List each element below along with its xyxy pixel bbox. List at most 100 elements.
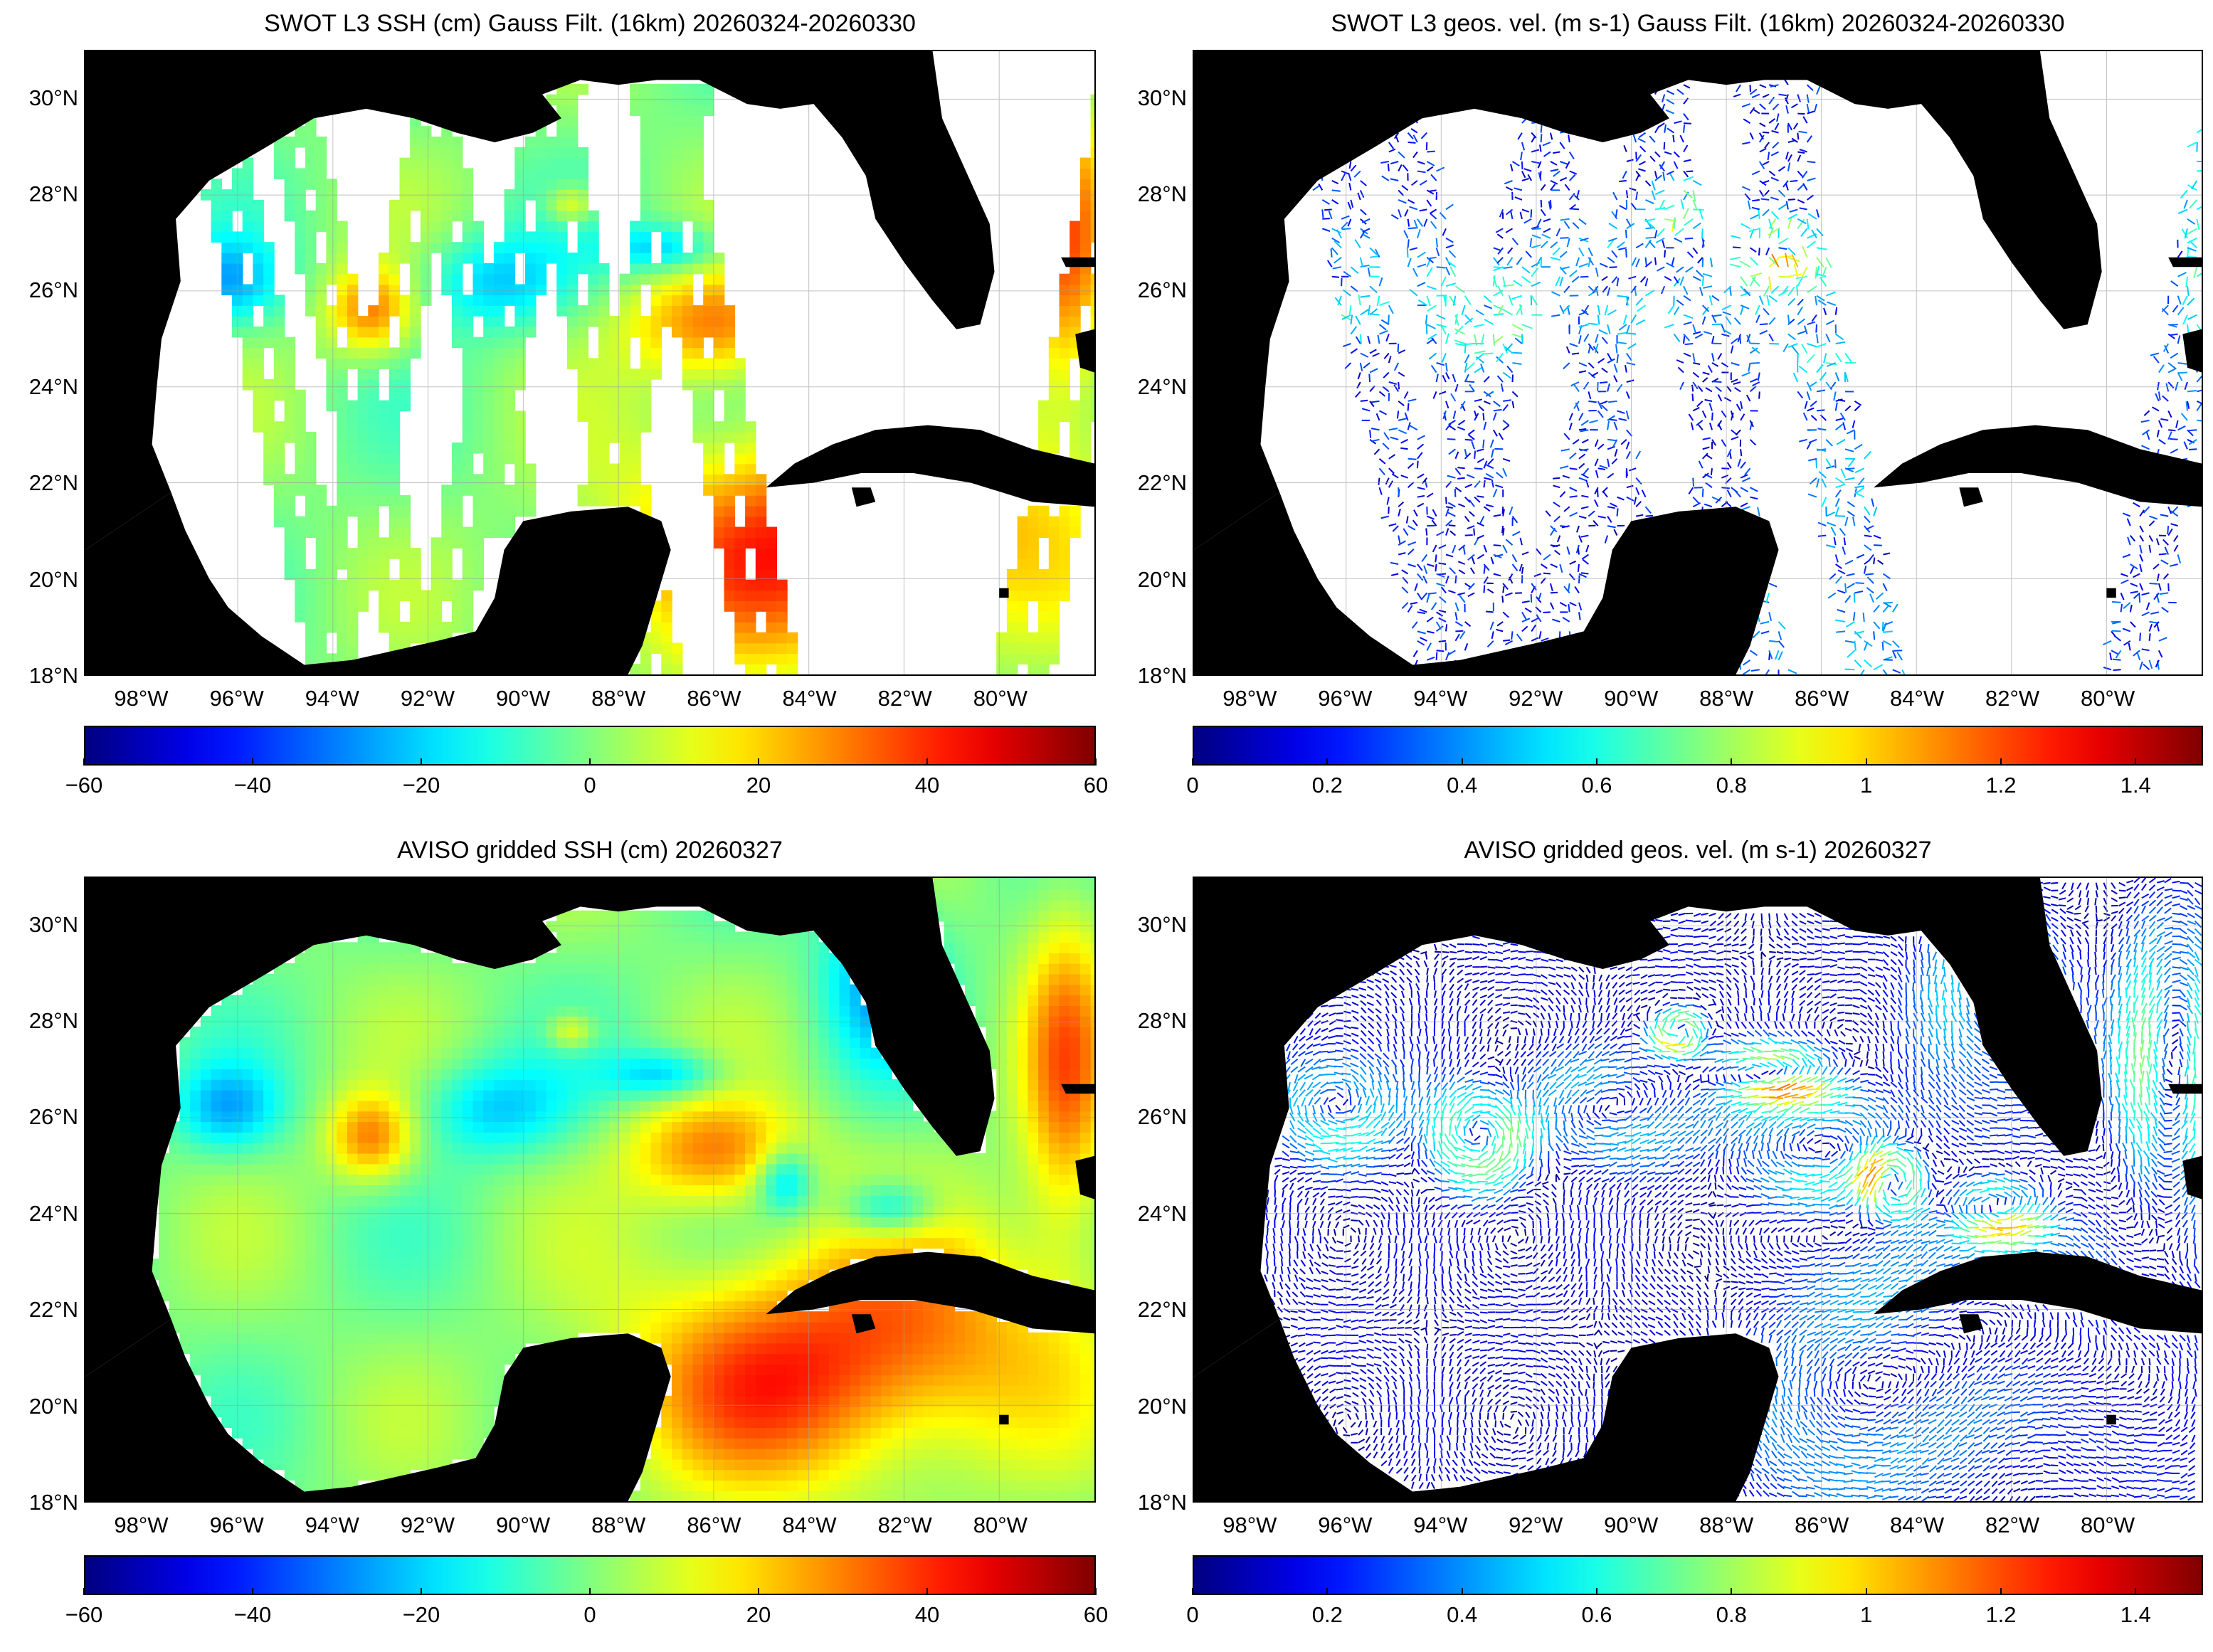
- colorbar-tick-label: 0: [1186, 773, 1199, 798]
- lon-tick-label: 90°W: [496, 1513, 551, 1537]
- map-vel-swath: [1193, 50, 2203, 676]
- lon-tick-label: 82°W: [877, 686, 932, 711]
- lon-tick-label: 86°W: [1795, 686, 1849, 711]
- lon-tick-label: 82°W: [1985, 1513, 2040, 1537]
- colorbar-tick-label: 1.2: [1985, 773, 2017, 798]
- lat-tick-label: 28°N: [28, 181, 78, 207]
- data-field: [1312, 78, 2202, 674]
- lat-tick-label: 24°N: [1137, 374, 1187, 399]
- lat-tick-label: 22°N: [28, 1297, 78, 1323]
- lon-tick-label: 96°W: [209, 686, 264, 711]
- land-mask: [1194, 878, 2202, 1501]
- colorbar-tick-label: 20: [746, 1602, 771, 1627]
- colorbar-tick: [2000, 1588, 2002, 1595]
- land-mask: [85, 878, 1094, 1501]
- colorbar-tick: [758, 1588, 759, 1595]
- colorbar-tick: [2135, 758, 2137, 766]
- lon-tick-label: 90°W: [1604, 1513, 1659, 1537]
- panel-title: SWOT L3 SSH (cm) Gauss Filt. (16km) 2026…: [264, 10, 916, 37]
- land-mask: [1194, 51, 2202, 674]
- lon-tick-label: 80°W: [2080, 1513, 2135, 1537]
- colorbar-tick: [1731, 1588, 1733, 1595]
- colorbar-tick: [421, 1588, 422, 1595]
- colorbar-tick: [1865, 758, 1867, 766]
- lon-tick-label: 80°W: [2080, 686, 2135, 711]
- lon-tick-label: 92°W: [400, 1513, 455, 1537]
- colorbar-tick: [1192, 1588, 1193, 1595]
- colorbar-tick: [83, 758, 85, 766]
- lon-tick-label: 88°W: [591, 1513, 646, 1537]
- colorbar-tick-label: 0.4: [1447, 773, 1478, 798]
- colorbar-tick: [1461, 758, 1463, 766]
- panel-title: AVISO gridded geos. vel. (m s-1) 2026032…: [1464, 837, 1932, 864]
- colorbar: [1193, 726, 2203, 766]
- colorbar-tick-label: 0.6: [1581, 773, 1612, 798]
- lat-tick-label: 20°N: [28, 1393, 78, 1419]
- data-field: [85, 878, 1094, 1501]
- colorbar-tick-label: −20: [402, 1602, 440, 1627]
- map-ssh-grid: [84, 877, 1096, 1503]
- lat-tick-label: 26°N: [28, 277, 78, 303]
- panel-title: SWOT L3 geos. vel. (m s-1) Gauss Filt. (…: [1331, 10, 2065, 37]
- colorbar-tick-label: 0: [583, 1602, 596, 1627]
- colorbar-tick-label: 1.2: [1985, 1602, 2017, 1627]
- lon-tick-label: 94°W: [1413, 686, 1468, 711]
- colorbar-tick-label: 0.2: [1311, 773, 1343, 798]
- lon-tick-label: 84°W: [1890, 686, 1945, 711]
- colorbar-tick-label: 0.4: [1447, 1602, 1478, 1627]
- colorbar-tick-label: 1.4: [2120, 773, 2151, 798]
- lat-tick-label: 28°N: [1137, 1008, 1187, 1034]
- colorbar-tick-label: 0.6: [1581, 1602, 1612, 1627]
- colorbar-tick: [2000, 758, 2002, 766]
- colorbar-tick: [1095, 1588, 1097, 1595]
- lon-tick-label: 86°W: [687, 1513, 741, 1537]
- colorbar-tick-label: −40: [233, 1602, 272, 1627]
- panel-title: AVISO gridded SSH (cm) 20260327: [397, 837, 783, 864]
- colorbar-tick: [1865, 1588, 1867, 1595]
- map-ssh-swath: [84, 50, 1096, 676]
- colorbar-tick-label: −40: [233, 773, 272, 798]
- colorbar-tick-label: 1: [1860, 1602, 1873, 1627]
- colorbar-tick: [1596, 758, 1597, 766]
- lon-tick-label: 88°W: [591, 686, 646, 711]
- lat-tick-label: 18°N: [28, 1490, 78, 1515]
- lat-tick-label: 30°N: [1137, 85, 1187, 110]
- colorbar-tick-label: 60: [1083, 773, 1109, 798]
- lat-tick-label: 24°N: [28, 1200, 78, 1226]
- lon-tick-label: 94°W: [1413, 1513, 1468, 1537]
- colorbar-tick-label: 1.4: [2120, 1602, 2151, 1627]
- lon-tick-label: 96°W: [1318, 1513, 1373, 1537]
- colorbar: [1193, 1555, 2203, 1595]
- colorbar-tick: [252, 758, 253, 766]
- lon-tick-label: 90°W: [496, 686, 551, 711]
- colorbar-tick: [926, 758, 928, 766]
- lon-tick-label: 86°W: [1795, 1513, 1849, 1537]
- lat-tick-label: 24°N: [1137, 1200, 1187, 1226]
- colorbar-tick: [2135, 1588, 2137, 1595]
- colorbar-tick-label: 0: [1186, 1602, 1199, 1627]
- colorbar-tick: [1596, 1588, 1597, 1595]
- land-mask: [85, 51, 1094, 674]
- lon-tick-label: 98°W: [114, 686, 169, 711]
- colorbar-tick: [252, 1588, 253, 1595]
- lon-tick-label: 92°W: [400, 686, 455, 711]
- lon-tick-label: 88°W: [1699, 686, 1754, 711]
- map-vel-grid: [1193, 877, 2203, 1503]
- lon-tick-label: 80°W: [973, 686, 1028, 711]
- lat-tick-label: 20°N: [1137, 566, 1187, 592]
- colorbar-tick-label: 1: [1860, 773, 1873, 798]
- lon-tick-label: 90°W: [1604, 686, 1659, 711]
- lon-tick-label: 84°W: [1890, 1513, 1945, 1537]
- colorbar-tick: [589, 758, 591, 766]
- lon-tick-label: 92°W: [1509, 1513, 1563, 1537]
- lat-tick-label: 30°N: [1137, 911, 1187, 937]
- lon-tick-label: 82°W: [1985, 686, 2040, 711]
- colorbar-tick-label: 0.2: [1311, 1602, 1343, 1627]
- lon-tick-label: 98°W: [114, 1513, 169, 1537]
- colorbar-tick: [926, 1588, 928, 1595]
- lon-tick-label: 98°W: [1222, 1513, 1277, 1537]
- colorbar-tick-label: 0.8: [1716, 1602, 1747, 1627]
- lat-tick-label: 28°N: [1137, 181, 1187, 207]
- colorbar-tick-label: 0: [583, 773, 596, 798]
- colorbar-tick: [1192, 758, 1193, 766]
